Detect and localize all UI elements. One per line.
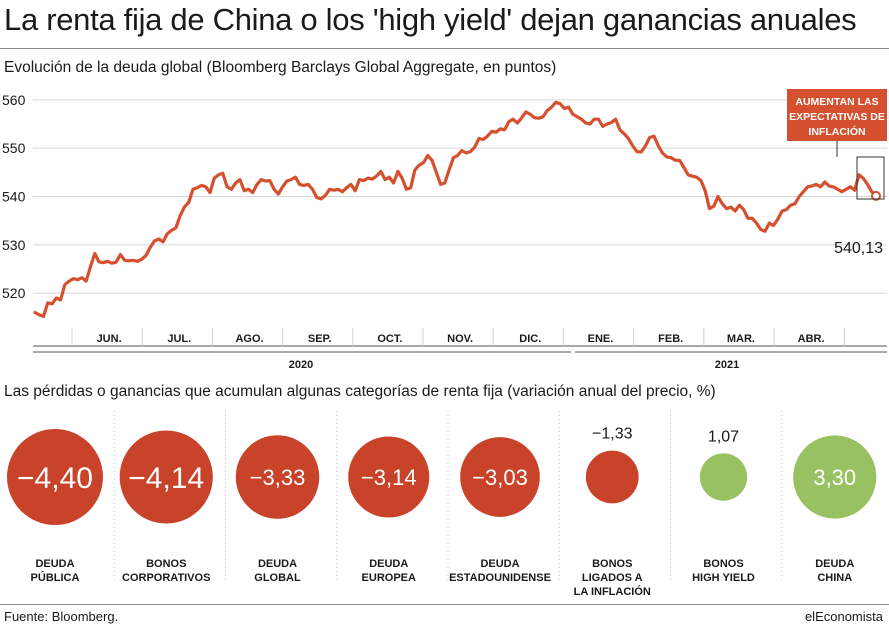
bubble-chart: −4,40DEUDAPÚBLICA−4,14BONOSCORPORATIVOS−… xyxy=(7,411,877,598)
value-bubble xyxy=(348,436,430,518)
bubble-value-label: −3,33 xyxy=(250,465,306,490)
line-chart-subtitle: Evolución de la deuda global (Bloomberg … xyxy=(4,59,557,76)
category-label: LIGADOS A xyxy=(582,572,643,584)
category-label: PÚBLICA xyxy=(31,571,80,584)
year-label: 2020 xyxy=(289,359,313,371)
x-month-label: AGO. xyxy=(235,333,263,345)
category-label: DEUDA xyxy=(35,558,74,570)
x-month-label: DIC. xyxy=(519,333,541,345)
category-label: BONOS xyxy=(146,558,186,570)
callout-text: EXPECTATIVAS DE xyxy=(789,111,885,123)
bubble-value-label: −4,40 xyxy=(17,462,93,495)
x-month-label: JUL. xyxy=(167,333,191,345)
y-tick-label: 520 xyxy=(2,285,26,301)
y-tick-label: 540 xyxy=(2,189,26,205)
category-label: LA INFLACIÓN xyxy=(574,585,651,598)
value-bubble xyxy=(585,450,639,504)
category-label: BONOS xyxy=(703,558,743,570)
bubble-value-label: −3,14 xyxy=(361,465,417,490)
callout-box xyxy=(787,89,887,141)
chart-title: La renta fija de China o los 'high yield… xyxy=(4,2,857,37)
category-label: DEUDA xyxy=(369,558,408,570)
footer-divider xyxy=(0,604,889,605)
category-label: CHINA xyxy=(817,572,852,584)
y-tick-label: 550 xyxy=(2,140,26,156)
value-bubble xyxy=(699,453,748,501)
value-bubble xyxy=(235,435,320,519)
source-note: Fuente: Bloomberg. xyxy=(4,609,119,624)
highlight-box xyxy=(856,156,885,200)
bubble-value-label: 3,30 xyxy=(813,465,856,490)
bubble-chart-subtitle: Las pérdidas o ganancias que acumulan al… xyxy=(4,383,716,400)
category-label: EUROPEA xyxy=(362,572,416,584)
callout-text: AUMENTAN LAS xyxy=(795,96,878,108)
bubble-value-label: −4,14 xyxy=(128,462,204,495)
category-label: BONOS xyxy=(592,558,632,570)
y-tick-label: 530 xyxy=(2,237,26,253)
category-label: CORPORATIVOS xyxy=(122,572,210,584)
value-bubble xyxy=(7,429,103,525)
x-month-label: FEB. xyxy=(658,333,683,345)
category-label: HIGH YIELD xyxy=(692,572,755,584)
series-line xyxy=(33,100,878,318)
category-label: DEUDA xyxy=(258,558,297,570)
x-month-label: JUN. xyxy=(97,333,122,345)
last-value-label: 540,13 xyxy=(834,240,883,257)
bubble-value-label: 1,07 xyxy=(708,428,739,445)
line-chart: 520 530 540 550 560 JUN. JUL. AGO. SEP. OCT. NOV. D… xyxy=(2,89,887,371)
x-month-label: MAR. xyxy=(727,333,755,345)
x-month-label: ENE. xyxy=(588,333,614,345)
callout-text: INFLACIÓN xyxy=(808,125,865,138)
value-bubble xyxy=(793,435,877,519)
x-month-label: SEP. xyxy=(308,333,332,345)
value-bubble xyxy=(460,437,540,517)
x-month-label: ABR. xyxy=(798,333,825,345)
year-label: 2021 xyxy=(715,359,739,371)
x-month-label: OCT. xyxy=(377,333,402,345)
value-bubble xyxy=(119,430,213,524)
category-label: GLOBAL xyxy=(254,572,301,584)
title-divider xyxy=(0,48,889,49)
x-month-label: NOV. xyxy=(447,333,473,345)
bubble-value-label: −1,33 xyxy=(592,426,633,443)
category-label: DEUDA xyxy=(480,558,519,570)
y-tick-label: 560 xyxy=(2,92,26,108)
category-label: ESTADOUNIDENSE xyxy=(449,572,551,584)
category-label: DEUDA xyxy=(815,558,854,570)
last-point-marker xyxy=(871,190,881,201)
bubble-value-label: −3,03 xyxy=(472,465,528,490)
brand-logo: elEconomista xyxy=(804,609,883,624)
